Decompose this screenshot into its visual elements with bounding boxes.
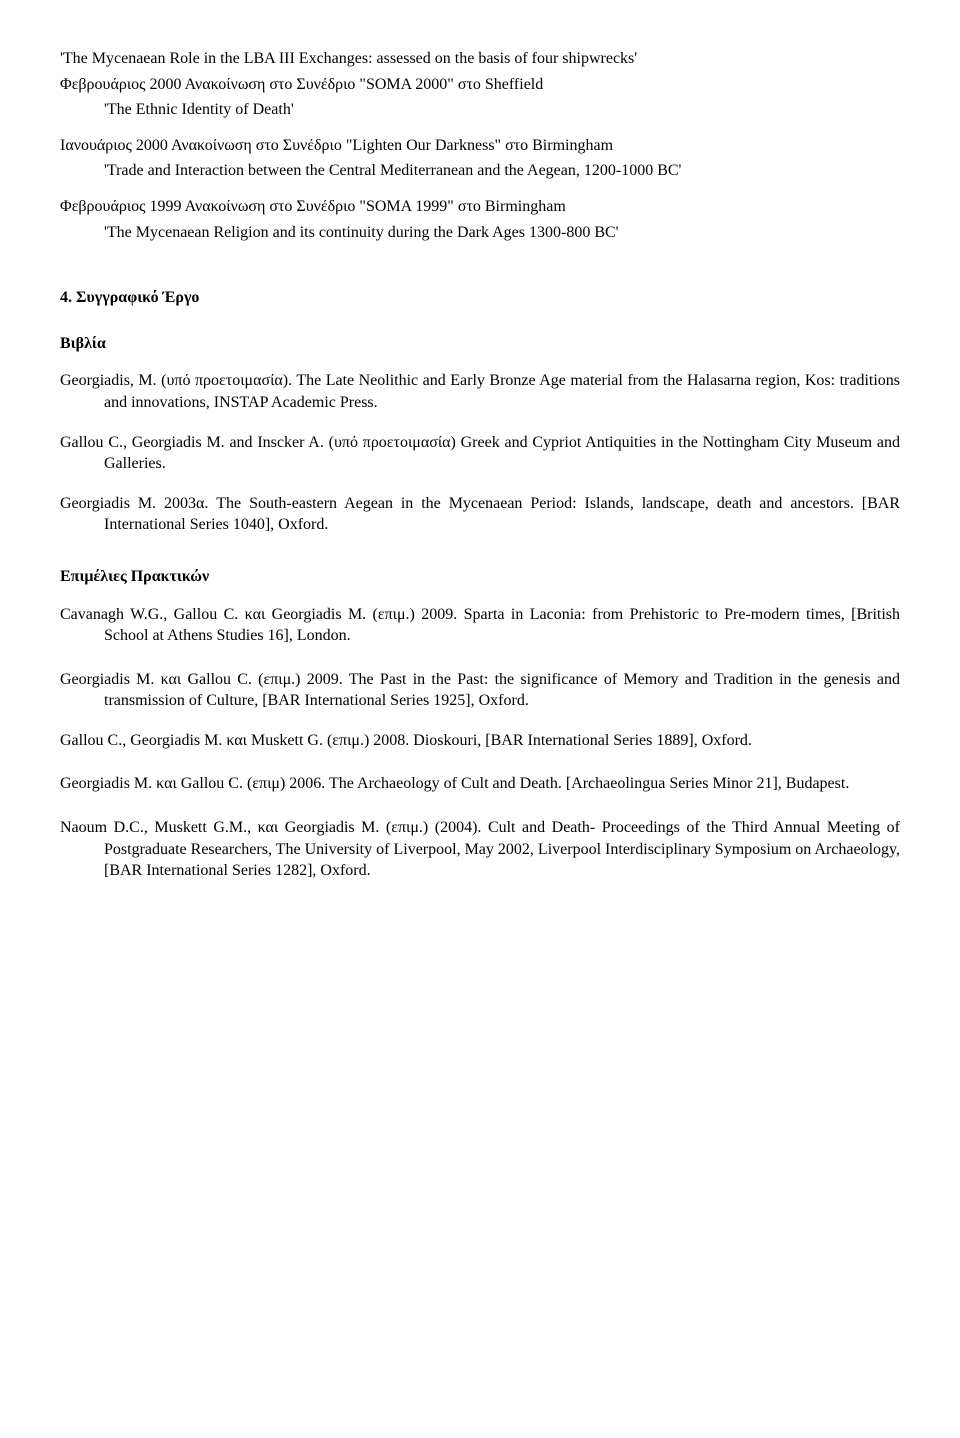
section-heading: 4. Συγγραφικό Έργο (60, 287, 900, 309)
entry-line: 'The Mycenaean Religion and its continui… (60, 222, 900, 244)
book-entry: Georgiadis, M. (υπό προετοιμασία). The L… (60, 370, 900, 413)
entry-text: Cavanagh W.G., Gallou C. και Georgiadis … (60, 604, 900, 647)
book-entry: Gallou C., Georgiadis M. and Inscker A. … (60, 432, 900, 475)
conference-entry: Ιανουάριος 2000 Ανακοίνωση στο Συνέδριο … (60, 135, 900, 182)
entry-text: Georgiadis, M. (υπό προετοιμασία). The L… (60, 370, 900, 413)
books-heading: Βιβλία (60, 333, 900, 355)
entry-text: Gallou C., Georgiadis M. and Inscker A. … (60, 432, 900, 475)
conference-entry: Φεβρουάριος 2000 Ανακοίνωση στο Συνέδριο… (60, 74, 900, 121)
entry-text: Gallou C., Georgiadis M. και Muskett G. … (60, 730, 900, 752)
entry-line: 'The Ethnic Identity of Death' (60, 99, 900, 121)
entry-line: Ιανουάριος 2000 Ανακοίνωση στο Συνέδριο … (60, 135, 900, 157)
proceedings-heading: Επιμέλιες Πρακτικών (60, 566, 900, 588)
conference-entry: Φεβρουάριος 1999 Ανακοίνωση στο Συνέδριο… (60, 196, 900, 243)
proceedings-entry: Naoum D.C., Muskett G.M., και Georgiadis… (60, 817, 900, 882)
conference-entry: 'The Mycenaean Role in the LBA III Excha… (60, 48, 900, 70)
entry-line: 'The Mycenaean Role in the LBA III Excha… (60, 48, 900, 70)
entry-text: Georgiadis M. και Gallou C. (επιμ) 2006.… (60, 773, 900, 795)
entry-line: 'Trade and Interaction between the Centr… (60, 160, 900, 182)
entry-line: Φεβρουάριος 2000 Ανακοίνωση στο Συνέδριο… (60, 74, 900, 96)
proceedings-entry: Gallou C., Georgiadis M. και Muskett G. … (60, 730, 900, 752)
proceedings-entry: Georgiadis M. και Gallou C. (επιμ.) 2009… (60, 669, 900, 712)
entry-text: Georgiadis M. 2003α. The South-eastern A… (60, 493, 900, 536)
proceedings-entry: Georgiadis M. και Gallou C. (επιμ) 2006.… (60, 773, 900, 795)
entry-text: Naoum D.C., Muskett G.M., και Georgiadis… (60, 817, 900, 882)
book-entry: Georgiadis M. 2003α. The South-eastern A… (60, 493, 900, 536)
proceedings-entry: Cavanagh W.G., Gallou C. και Georgiadis … (60, 604, 900, 647)
entry-text: Georgiadis M. και Gallou C. (επιμ.) 2009… (60, 669, 900, 712)
entry-line: Φεβρουάριος 1999 Ανακοίνωση στο Συνέδριο… (60, 196, 900, 218)
